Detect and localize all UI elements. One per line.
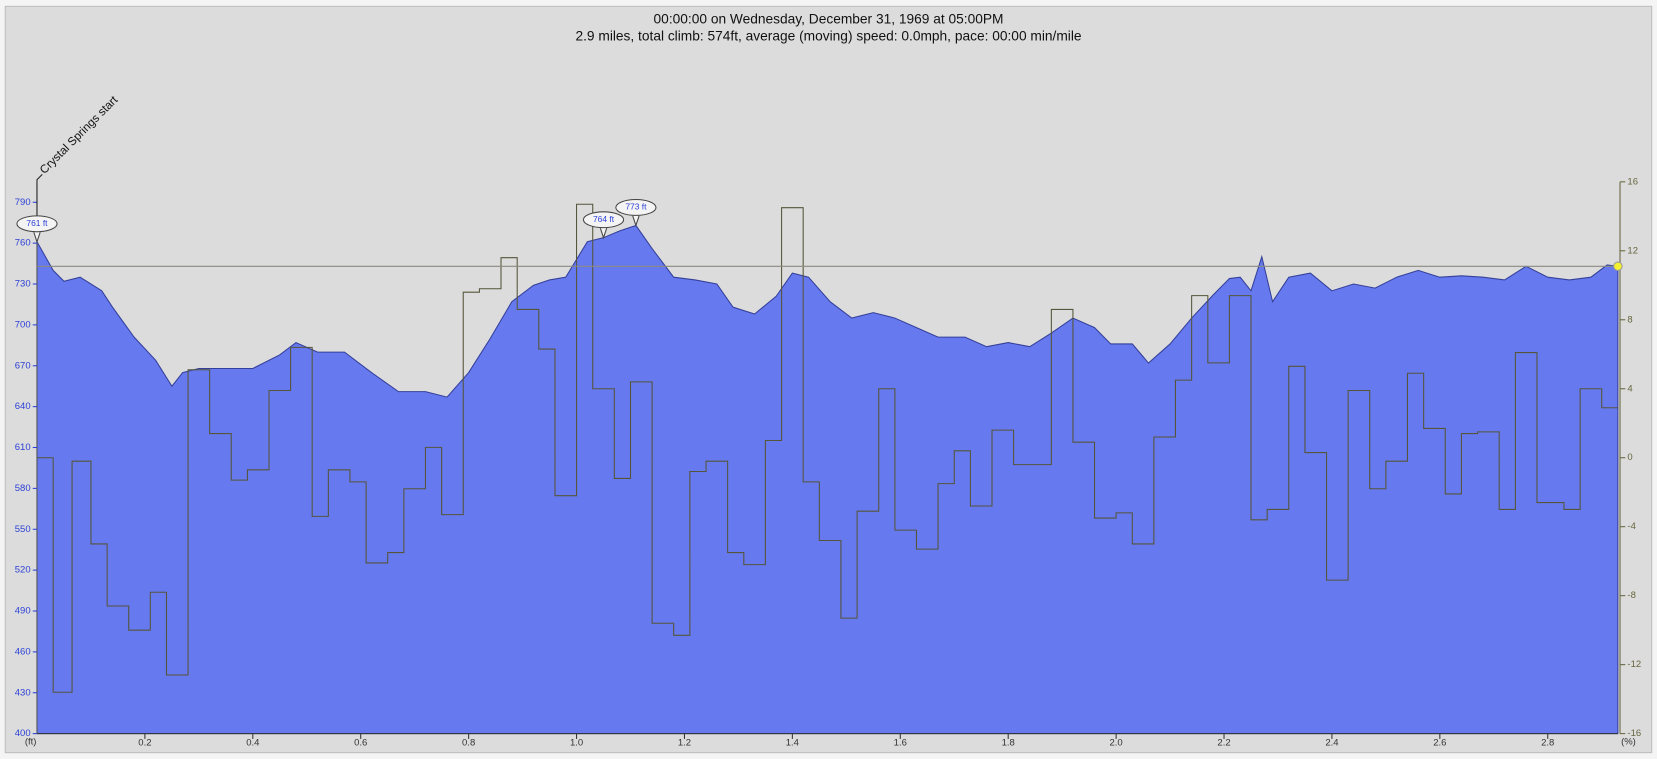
x-tick-label: 1.8 (1002, 738, 1015, 749)
x-tick-label: 0.8 (462, 738, 475, 749)
y-tick-label: 580 (15, 483, 31, 494)
x-tick-label: 0.2 (138, 738, 151, 749)
annotation-pointer (33, 232, 41, 244)
annotation: 773 ft (615, 198, 657, 228)
y-tick-label: 550 (15, 524, 31, 535)
y2-tick-label: 12 (1627, 245, 1638, 256)
annotation: 764 ft (582, 211, 625, 240)
x-tick-label: 0.4 (246, 738, 259, 749)
y2-tick-label: 0 (1627, 452, 1632, 463)
x-tick-label: 2.0 (1109, 738, 1122, 749)
y2-tick-label: -4 (1627, 521, 1635, 532)
y2-tick-label: -8 (1627, 590, 1635, 601)
y-tick-label: 640 (15, 401, 31, 412)
y-tick-label: 730 (15, 279, 31, 290)
y2-unit: (%) (1621, 737, 1636, 748)
grade-line (36, 203, 1618, 693)
chart-title: 00:00:00 on Wednesday, December 31, 1969… (654, 12, 1004, 27)
annotation-label: 761 ft (26, 218, 48, 228)
annotation-balloon (16, 215, 58, 233)
annotation-pointer (599, 228, 608, 240)
x-tick-label: 2.6 (1433, 738, 1446, 749)
annotation-pointer (632, 215, 640, 228)
x-unit: (ft) (25, 737, 37, 748)
annotation: 761 ft (16, 215, 58, 244)
annotation-balloon (615, 198, 657, 216)
y2-tick-label: -16 (1627, 728, 1641, 739)
x-tick-label: 1.0 (570, 738, 583, 749)
x-tick-label: 2.4 (1325, 738, 1338, 749)
y-tick-label: 610 (15, 442, 31, 453)
y-tick-label: 670 (15, 360, 31, 371)
y-tick-label: 400 (15, 728, 31, 739)
y-tick-label: 760 (15, 238, 31, 249)
chart-subtitle: 2.9 miles, total climb: 574ft, average (… (575, 29, 1081, 44)
y2-tick-label: 8 (1627, 314, 1632, 325)
x-tick-label: 2.2 (1217, 738, 1230, 749)
cursor-dot (1613, 261, 1623, 272)
x-tick-label: 1.4 (786, 738, 799, 749)
y-tick-label: 790 (15, 197, 31, 208)
y2-tick-label: 4 (1627, 383, 1632, 394)
y-tick-label: 490 (15, 606, 31, 617)
y-tick-label: 430 (15, 687, 31, 698)
x-tick-label: 2.8 (1541, 738, 1554, 749)
annotation-label: 764 ft (593, 214, 615, 224)
annotation-balloon (582, 211, 625, 229)
annotation-label: 773 ft (625, 202, 647, 212)
y2-tick-label: -12 (1627, 659, 1641, 670)
y-tick-label: 700 (15, 319, 31, 330)
x-tick-label: 1.2 (678, 738, 691, 749)
x-tick-label: 0.6 (354, 738, 367, 749)
y-tick-label: 460 (15, 646, 31, 657)
y-tick-label: 520 (15, 565, 31, 576)
y2-tick-label: 16 (1627, 176, 1638, 187)
x-tick-label: 1.6 (894, 738, 907, 749)
elevation-area (36, 224, 1619, 735)
